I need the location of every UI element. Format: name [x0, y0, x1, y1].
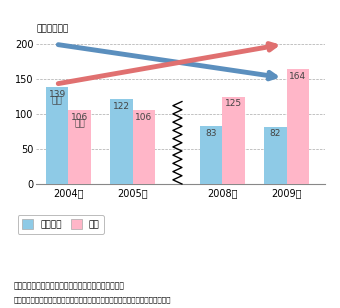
- Bar: [68, 110, 91, 184]
- Text: 125: 125: [225, 99, 242, 108]
- Text: 122: 122: [113, 102, 130, 111]
- Text: 139: 139: [49, 90, 66, 99]
- Text: 新規: 新規: [52, 97, 63, 106]
- Text: （単位：社）: （単位：社）: [36, 24, 69, 33]
- Bar: [200, 126, 222, 184]
- Legend: 新規立地, 撤退: 新規立地, 撤退: [18, 215, 104, 233]
- Text: 106: 106: [71, 113, 88, 122]
- Text: 106: 106: [135, 113, 152, 122]
- Bar: [133, 110, 155, 184]
- Text: 82: 82: [270, 129, 281, 139]
- Bar: [46, 87, 68, 184]
- Text: 備考：「撤退」には、「解散」及び「外資比率低下（１／３以下等）」も含む。: 備考：「撤退」には、「解散」及び「外資比率低下（１／３以下等）」も含む。: [14, 297, 171, 303]
- Text: 資料：経済産業省「外資系企業動向調査」から作成。: 資料：経済産業省「外資系企業動向調査」から作成。: [14, 281, 124, 290]
- Bar: [287, 69, 309, 184]
- Text: 撤退: 撤退: [74, 120, 85, 129]
- Text: 164: 164: [289, 72, 306, 81]
- Bar: [264, 127, 287, 184]
- Bar: [222, 97, 245, 184]
- Bar: [110, 99, 133, 184]
- Text: 83: 83: [205, 129, 217, 138]
